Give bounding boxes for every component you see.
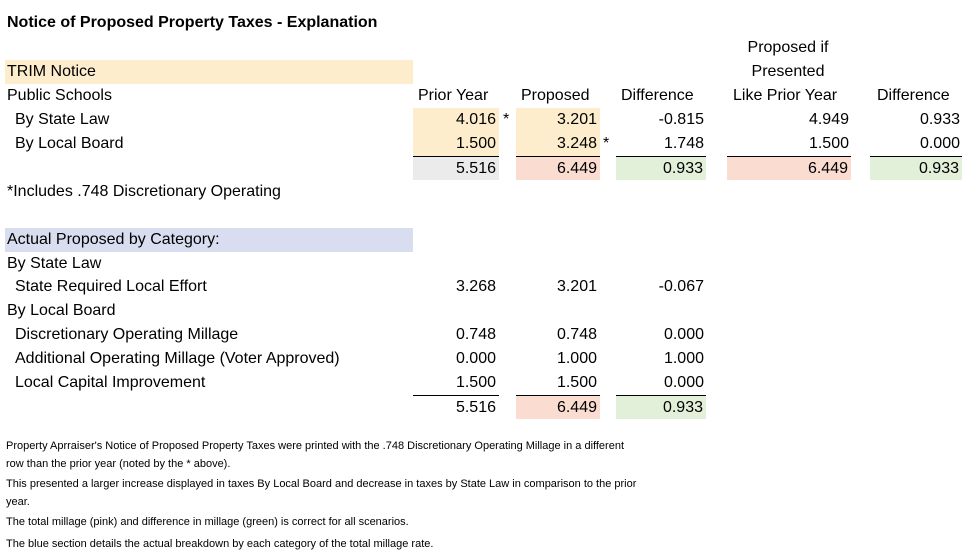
row-label: Additional Operating Millage (Voter Appr…	[15, 350, 340, 367]
public-schools-label: Public Schools	[7, 87, 112, 104]
by-local-board-label: By Local Board	[7, 302, 116, 319]
row-label: Local Capital Improvement	[15, 374, 206, 391]
proposed-total: 6.449	[516, 156, 600, 180]
note-line-2b: year.	[6, 496, 30, 508]
like-prior-value: 1.500	[808, 135, 849, 152]
like-prior-value: 4.949	[808, 111, 849, 128]
note-line-1b: row than the prior year (noted by the * …	[6, 458, 231, 470]
row-label: State Required Local Effort	[15, 278, 207, 295]
prior-value: 1.500	[413, 132, 499, 156]
like-prior-total: 6.449	[727, 156, 851, 180]
note-line-1a: Property Aprraiser's Notice of Proposed …	[6, 440, 624, 452]
prior-value: 0.748	[455, 326, 496, 343]
page-title: Notice of Proposed Property Taxes - Expl…	[7, 14, 378, 31]
proposed-total: 6.449	[516, 395, 600, 419]
header-like-prior-year: Like Prior Year	[733, 87, 838, 104]
header-difference: Difference	[621, 87, 694, 104]
header-presented: Presented	[751, 63, 825, 80]
footnote: *Includes .748 Discretionary Operating	[7, 183, 281, 200]
difference-total: 0.933	[616, 395, 706, 419]
difference-value: -0.067	[658, 278, 704, 295]
difference-value: 0.000	[663, 374, 704, 391]
note-line-3: The total millage (pink) and difference …	[6, 516, 409, 528]
proposed-value: 3.201	[516, 108, 600, 132]
difference2-total: 0.933	[870, 156, 962, 180]
prior-value: 0.000	[455, 350, 496, 367]
header-proposed: Proposed	[521, 87, 590, 104]
prior-value: 4.016	[413, 108, 499, 132]
trim-notice-heading: TRIM Notice	[5, 60, 413, 84]
header-proposed-if: Proposed if	[747, 39, 829, 56]
note-line-2a: This presented a larger increase display…	[6, 478, 637, 490]
proposed-value: 3.248	[516, 132, 600, 156]
difference-total: 0.933	[616, 156, 706, 180]
proposed-value: 0.748	[556, 326, 597, 343]
header-prior-year: Prior Year	[418, 87, 489, 104]
prior-value: 3.268	[455, 278, 496, 295]
note-line-4: The blue section details the actual brea…	[6, 538, 434, 550]
difference-value: 1.000	[663, 350, 704, 367]
proposed-asterisk: *	[603, 135, 610, 152]
proposed-value: 1.500	[556, 374, 597, 391]
by-state-law-label: By State Law	[7, 255, 102, 272]
difference-value: 0.000	[663, 326, 704, 343]
difference-value: 1.748	[663, 135, 704, 152]
difference2-value: 0.933	[919, 111, 960, 128]
row-label: Discretionary Operating Millage	[15, 326, 239, 343]
proposed-value: 1.000	[556, 350, 597, 367]
difference2-value: 0.000	[919, 135, 960, 152]
proposed-value: 3.201	[556, 278, 597, 295]
prior-total: 5.516	[413, 156, 499, 180]
prior-total: 5.516	[413, 395, 499, 419]
prior-asterisk: *	[503, 111, 510, 128]
header-difference-2: Difference	[877, 87, 950, 104]
prior-value: 1.500	[455, 374, 496, 391]
row-label: By Local Board	[15, 135, 124, 152]
row-label: By State Law	[15, 111, 110, 128]
difference-value: -0.815	[658, 111, 704, 128]
category-heading: Actual Proposed by Category:	[5, 228, 413, 252]
